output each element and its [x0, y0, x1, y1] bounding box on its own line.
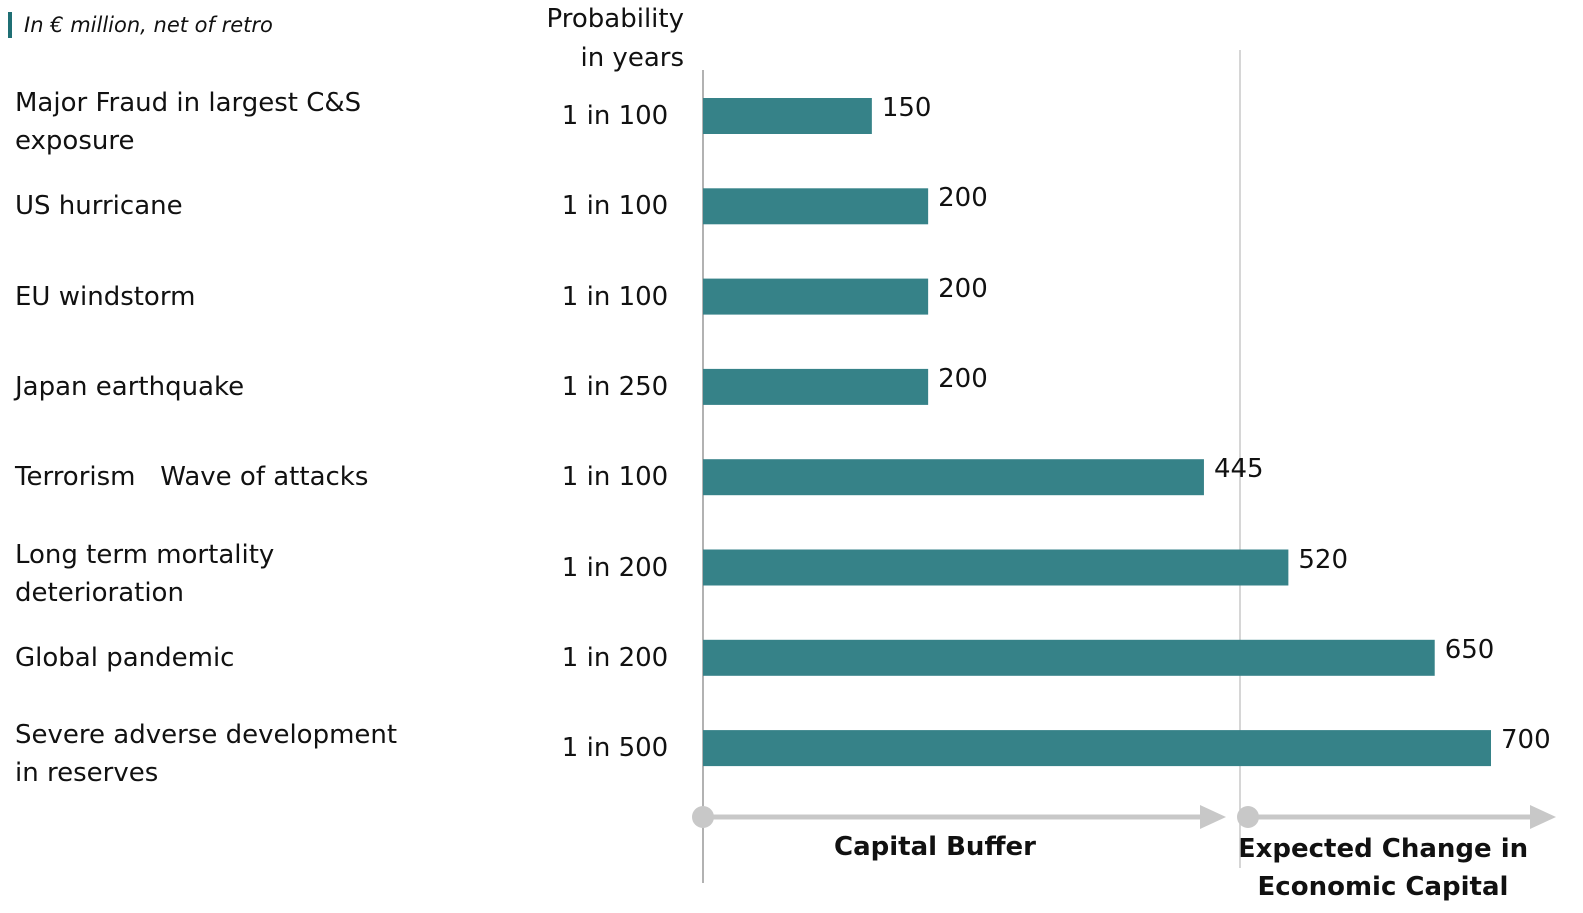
subtitle: In € million, net of retro — [24, 13, 273, 37]
value-label: 200 — [938, 273, 988, 304]
category-label: Global pandemic — [15, 642, 235, 673]
value-label: 700 — [1501, 725, 1551, 756]
bar — [703, 730, 1491, 767]
probability-label: 1 in 500 — [561, 733, 669, 764]
probability-label: 1 in 100 — [561, 191, 669, 222]
value-label: 445 — [1213, 454, 1264, 485]
annotation: Capital Buffer — [834, 832, 1036, 862]
category-label: US hurricane — [15, 191, 183, 222]
arrow-dot — [692, 806, 714, 828]
category-label: Major Fraud in largest C&S exposure — [15, 88, 370, 156]
arrow-head — [1530, 805, 1556, 829]
value-label: 650 — [1444, 634, 1495, 665]
probability-header: Probability in years — [546, 4, 693, 73]
bar — [703, 278, 929, 315]
category-label: Japan earthquake — [15, 371, 245, 402]
arrow-head — [1200, 805, 1226, 829]
probability-label: 1 in 200 — [561, 552, 669, 583]
arrow-dot — [1237, 806, 1259, 828]
subtitle-marker — [8, 12, 12, 38]
bar — [703, 459, 1204, 496]
bar — [703, 188, 929, 225]
category-label: Terrorism Wave of attacks — [15, 462, 369, 493]
value-label: 200 — [938, 363, 988, 394]
probability-label: 1 in 250 — [561, 371, 669, 402]
annotation: Expected Change in Economic Capital — [1237, 834, 1538, 902]
arrows — [692, 805, 1556, 829]
probability-label: 1 in 100 — [561, 462, 669, 493]
probability-label: 1 in 100 — [561, 281, 669, 312]
category-label: Long term mortality deterioration — [15, 539, 283, 608]
bar — [703, 98, 872, 134]
category-label: Severe adverse development in reserves — [15, 720, 406, 789]
value-label: 150 — [881, 93, 932, 123]
probability-label: 1 in 100 — [561, 101, 669, 131]
bar — [703, 549, 1289, 586]
bar — [703, 368, 929, 405]
probability-label: 1 in 200 — [561, 642, 669, 673]
category-label: EU windstorm — [15, 281, 196, 312]
value-label: 200 — [938, 183, 988, 214]
bar — [703, 639, 1435, 676]
value-label: 520 — [1298, 544, 1348, 575]
